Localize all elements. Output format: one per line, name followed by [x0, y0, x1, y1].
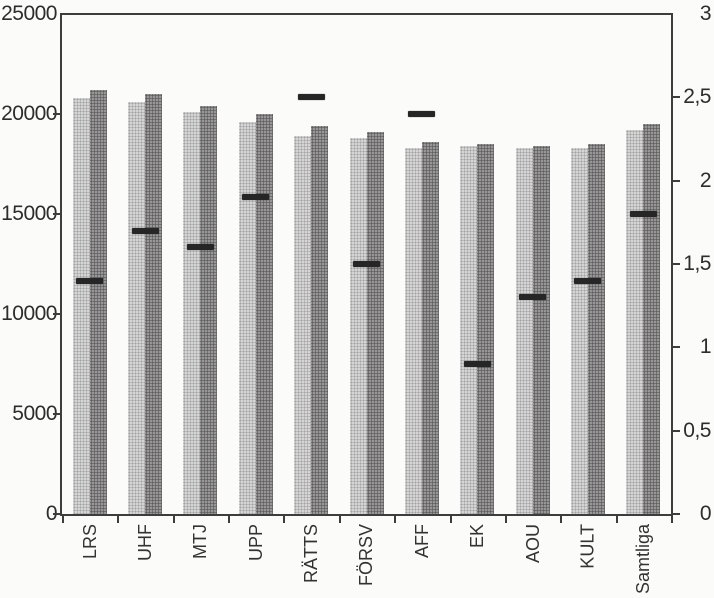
x-axis-category-label: MTJ — [190, 524, 211, 559]
right-axis-tick — [673, 96, 680, 99]
x-axis-category-label: UPP — [245, 524, 266, 562]
right-axis-tick-label: 0,5 — [683, 418, 711, 442]
x-axis-tick — [671, 516, 673, 523]
light-bar — [183, 112, 201, 514]
dash-marker — [574, 277, 602, 284]
dark-bar — [366, 132, 384, 514]
left-axis-tick — [53, 213, 60, 215]
dark-bar — [532, 146, 550, 514]
x-axis-category-label: AOU — [522, 524, 543, 564]
dark-bar — [643, 124, 661, 514]
x-axis-tick — [117, 516, 120, 523]
plot-border-top — [60, 13, 673, 15]
right-axis-tick-label: 1 — [699, 335, 712, 359]
light-bar — [404, 148, 422, 514]
x-axis-tick — [449, 516, 452, 523]
right-axis-tick — [673, 263, 680, 265]
left-axis-tick — [53, 413, 60, 415]
x-axis-category-label: FÖRSV — [356, 524, 377, 587]
x-axis-category-label: RÄTTS — [301, 524, 322, 584]
dark-bar — [145, 94, 163, 514]
plot-border-bottom — [60, 514, 673, 516]
plot-area — [62, 14, 671, 514]
dark-bar — [200, 106, 218, 514]
x-axis-tick — [62, 516, 64, 523]
right-axis-tick-label: 3 — [699, 2, 712, 25]
light-bar — [72, 98, 90, 514]
x-axis-category-label: AFF — [411, 524, 432, 558]
dash-marker — [76, 277, 104, 284]
dash-marker — [131, 227, 159, 234]
left-axis-tick-label: 5000 — [12, 402, 57, 425]
y-axis-left-line — [60, 13, 62, 516]
right-axis-tick-label: 2 — [699, 168, 712, 192]
dash-marker — [519, 294, 547, 301]
x-axis-category-label: UHF — [135, 524, 156, 561]
dark-bar — [587, 144, 605, 514]
dark-bar — [477, 144, 495, 514]
x-axis-category-label: Samtliga — [633, 524, 654, 595]
dash-marker — [186, 244, 214, 251]
dash-marker — [408, 111, 436, 117]
left-axis-tick — [53, 113, 60, 115]
x-axis-category-label: LRS — [79, 524, 100, 560]
light-bar — [238, 122, 256, 514]
dash-marker — [629, 211, 657, 217]
dash-marker — [297, 94, 325, 101]
x-axis-tick — [172, 516, 175, 523]
light-bar — [515, 148, 533, 514]
x-axis-tick — [283, 516, 286, 523]
left-axis-tick — [53, 313, 60, 315]
dark-bar — [255, 114, 273, 514]
x-axis-tick — [560, 516, 563, 523]
right-axis-tick — [673, 346, 680, 349]
light-bar — [626, 130, 644, 514]
light-bar — [128, 102, 146, 514]
left-axis-tick-label: 10000 — [1, 302, 57, 325]
x-axis-tick — [504, 516, 507, 523]
dark-bar — [311, 126, 329, 514]
light-bar — [294, 136, 312, 514]
right-axis-tick-label: 0 — [699, 502, 712, 525]
right-axis-tick — [673, 429, 680, 432]
light-bar — [349, 138, 367, 514]
x-axis-tick — [394, 516, 397, 523]
left-axis-tick — [53, 513, 60, 515]
right-axis-tick-label: 1,5 — [683, 252, 711, 275]
left-axis-tick-label: 25000 — [1, 2, 57, 25]
right-axis-tick — [673, 513, 680, 515]
light-bar — [570, 148, 588, 514]
left-axis-tick-label: 20000 — [1, 102, 57, 125]
x-axis-tick — [615, 516, 618, 523]
x-axis-tick — [338, 516, 341, 523]
dash-marker — [353, 261, 380, 267]
dash-marker — [463, 361, 491, 367]
x-axis-tick — [228, 516, 231, 523]
left-axis-tick-label: 0 — [45, 502, 58, 525]
dark-bar — [89, 90, 107, 514]
dark-bar — [421, 142, 439, 514]
left-axis-tick-label: 15000 — [1, 202, 57, 225]
right-axis-tick — [673, 179, 680, 182]
light-bar — [460, 146, 478, 514]
x-axis-category-label: EK — [467, 524, 488, 549]
x-axis-category-label: KULT — [577, 524, 598, 569]
y-axis-right-line — [671, 13, 673, 516]
right-axis-tick-label: 2,5 — [683, 85, 711, 109]
dash-marker — [242, 194, 270, 201]
